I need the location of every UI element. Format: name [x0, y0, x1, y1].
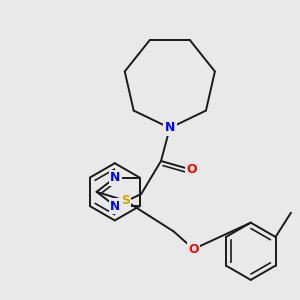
- Text: N: N: [110, 200, 120, 213]
- Text: N: N: [110, 171, 120, 184]
- Text: O: O: [187, 163, 197, 176]
- Text: O: O: [188, 243, 199, 256]
- Text: S: S: [121, 194, 130, 207]
- Text: N: N: [165, 122, 175, 134]
